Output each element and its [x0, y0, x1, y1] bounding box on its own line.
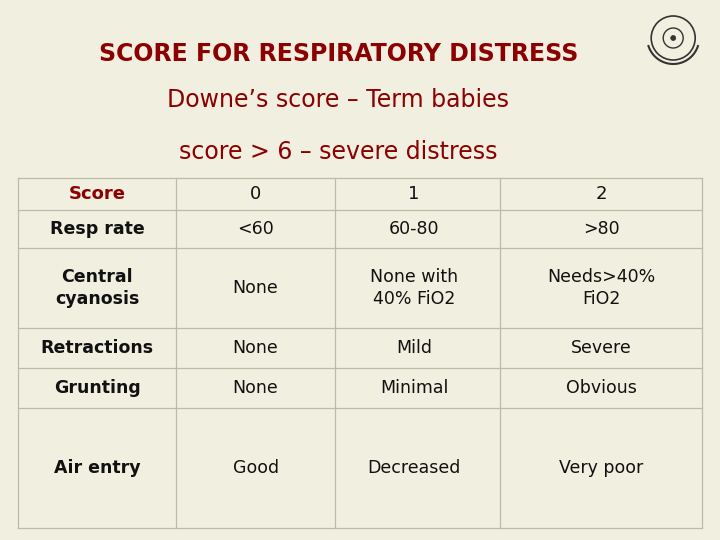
Text: >80: >80 — [583, 220, 619, 238]
Text: Good: Good — [233, 459, 279, 477]
Text: None with
40% FiO2: None with 40% FiO2 — [370, 267, 458, 308]
Circle shape — [671, 36, 675, 40]
Text: None: None — [233, 279, 279, 297]
Text: 0: 0 — [250, 185, 261, 203]
Text: Severe: Severe — [571, 339, 631, 357]
Text: Central
cyanosis: Central cyanosis — [55, 267, 140, 308]
Text: Grunting: Grunting — [54, 379, 140, 397]
Text: None: None — [233, 379, 279, 397]
Text: Downe’s score – Term babies: Downe’s score – Term babies — [167, 88, 510, 112]
Text: 1: 1 — [408, 185, 420, 203]
Text: Decreased: Decreased — [367, 459, 461, 477]
Text: 2: 2 — [595, 185, 607, 203]
Text: Very poor: Very poor — [559, 459, 644, 477]
Text: Resp rate: Resp rate — [50, 220, 145, 238]
Text: Air entry: Air entry — [54, 459, 140, 477]
Text: None: None — [233, 339, 279, 357]
Text: Retractions: Retractions — [40, 339, 154, 357]
Text: Minimal: Minimal — [380, 379, 448, 397]
Text: score > 6 – severe distress: score > 6 – severe distress — [179, 140, 498, 164]
Text: <60: <60 — [237, 220, 274, 238]
Text: Mild: Mild — [396, 339, 432, 357]
Text: Score: Score — [68, 185, 126, 203]
Text: SCORE FOR RESPIRATORY DISTRESS: SCORE FOR RESPIRATORY DISTRESS — [99, 42, 578, 66]
Text: Obvious: Obvious — [566, 379, 636, 397]
Text: 60-80: 60-80 — [389, 220, 439, 238]
Text: Needs>40%
FiO2: Needs>40% FiO2 — [547, 267, 655, 308]
